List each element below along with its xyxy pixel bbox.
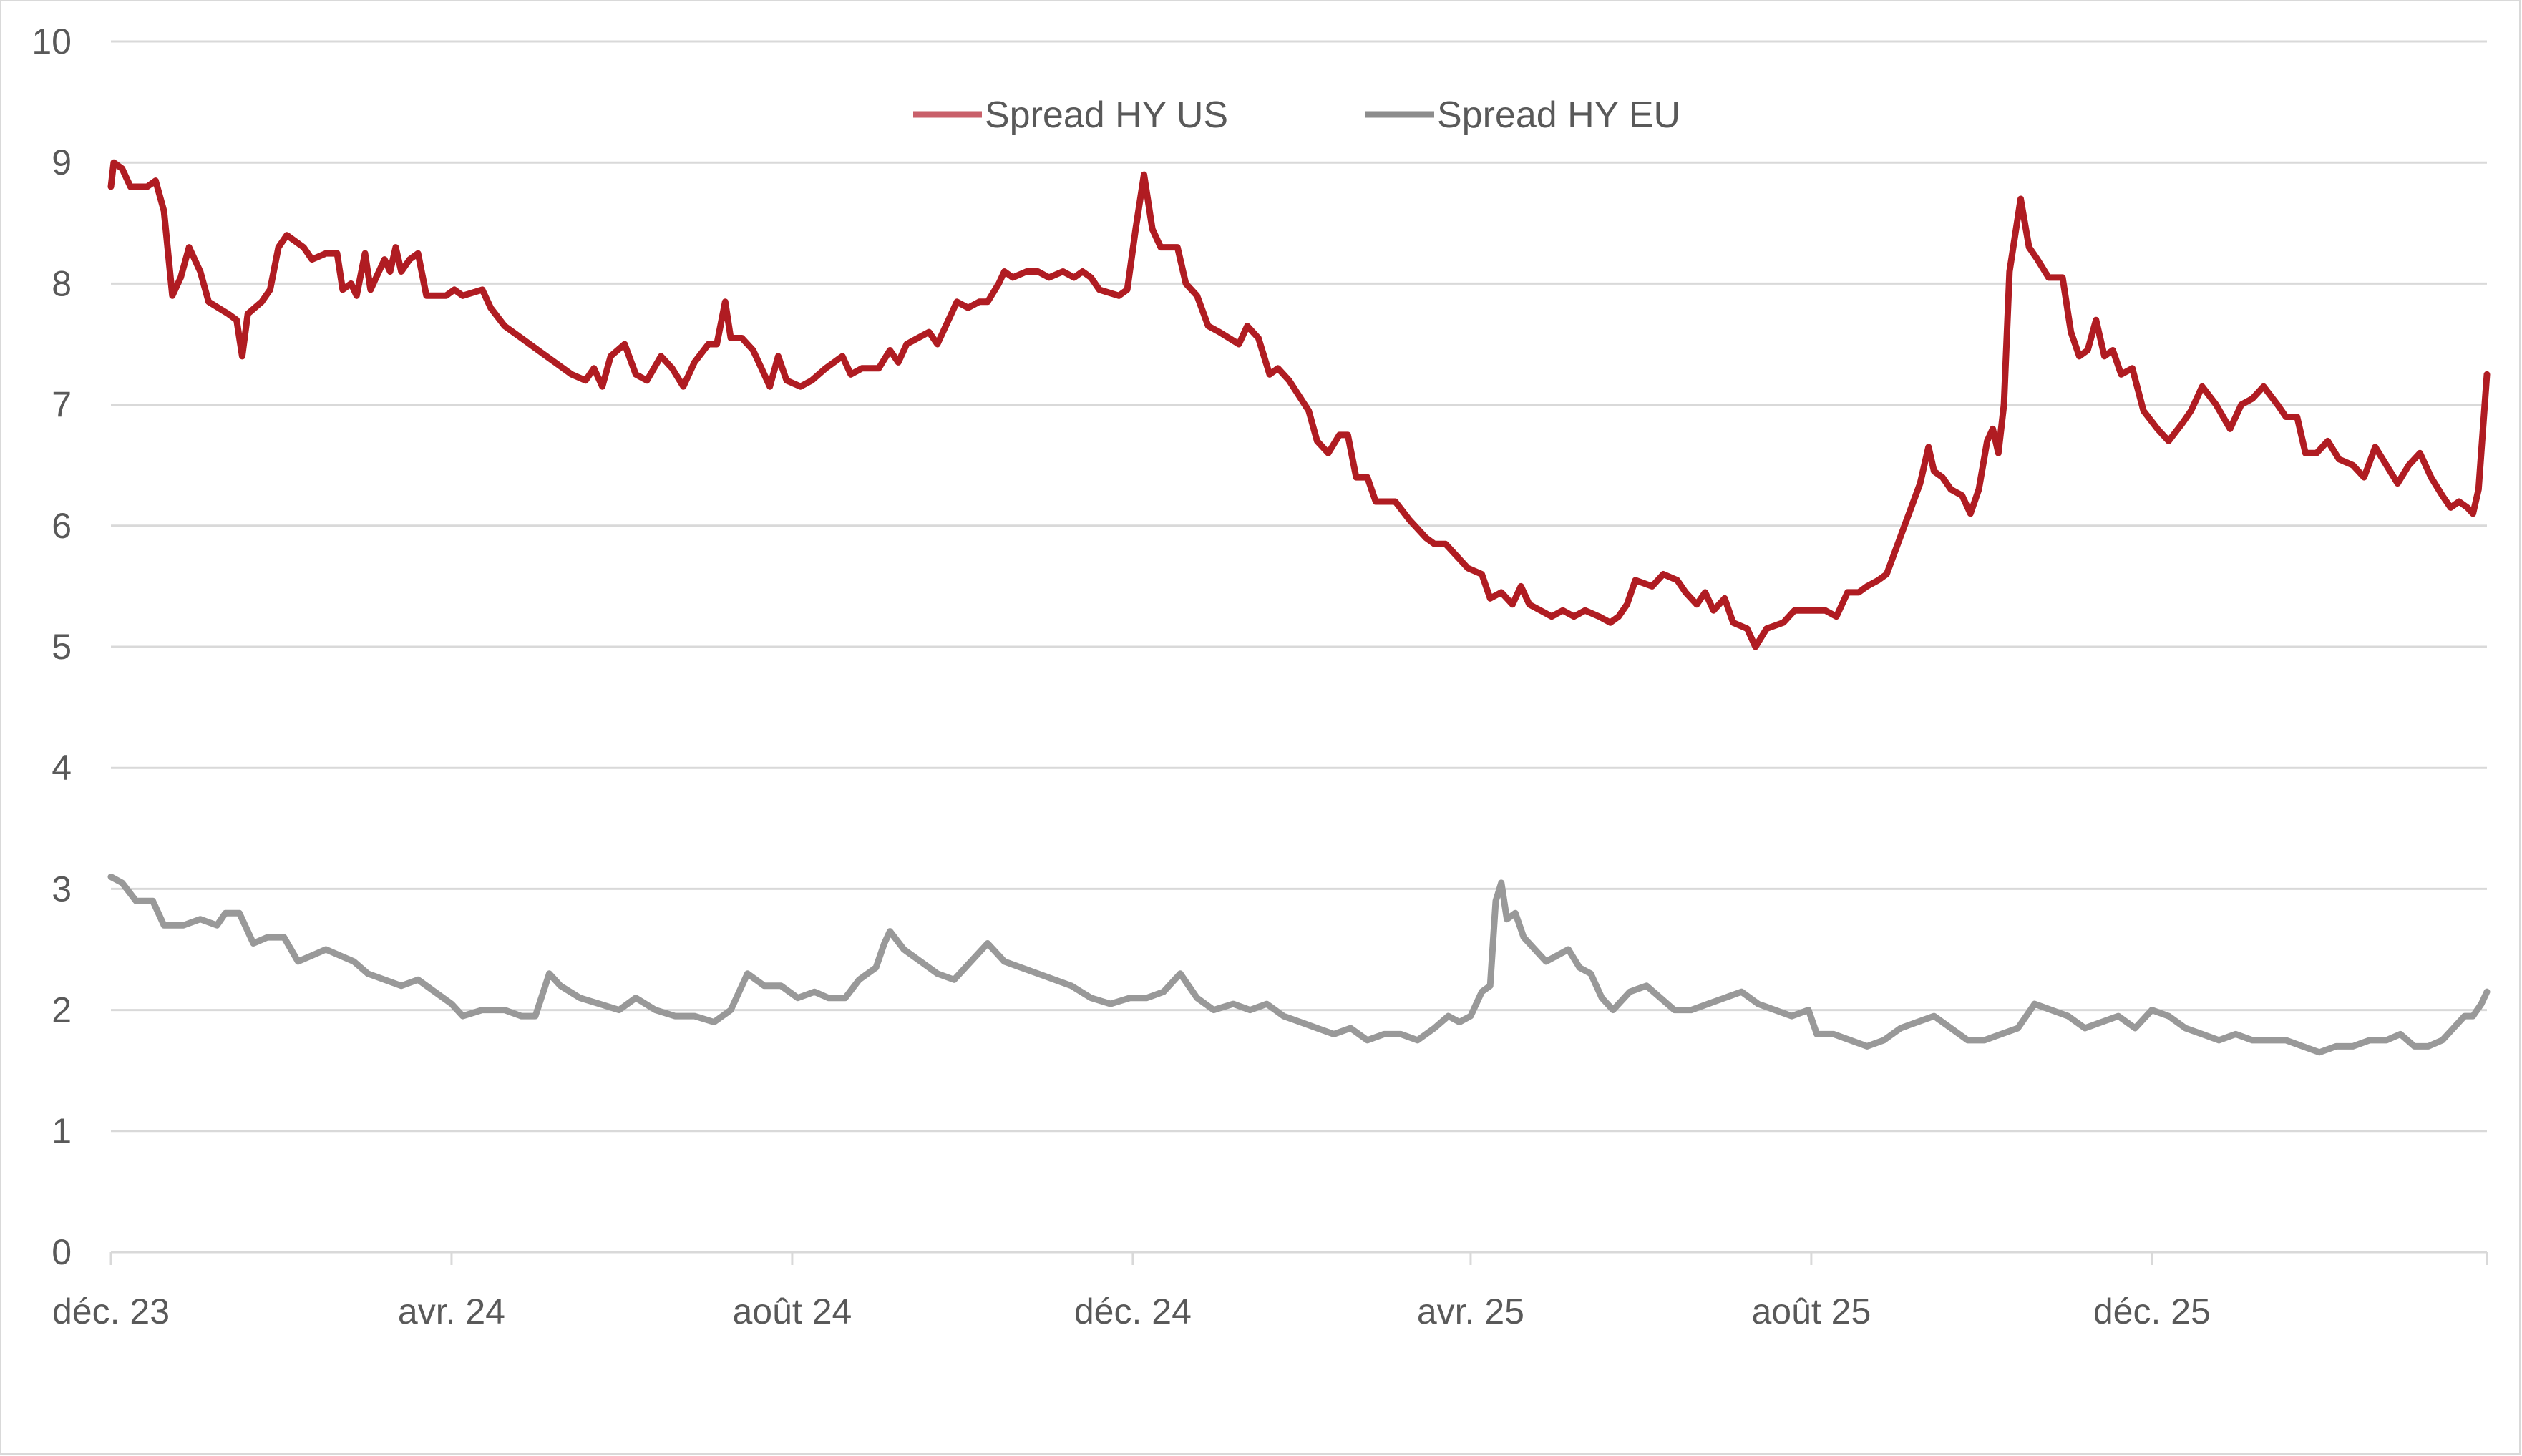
series-lines (107, 159, 2491, 1056)
y-axis-tick-labels: 0 1 2 3 4 5 6 7 8 9 10 (31, 21, 72, 1272)
y-tick-label: 0 (52, 1232, 72, 1272)
y-tick-label: 1 (52, 1111, 72, 1151)
x-tick-label: déc. 24 (1074, 1291, 1192, 1332)
x-tick-label: août 25 (1751, 1291, 1871, 1332)
y-tick-label: 9 (52, 142, 72, 182)
y-tick-label: 4 (52, 748, 72, 788)
x-tick-label: août 24 (733, 1291, 852, 1332)
legend-label-eu: Spread HY EU (1437, 94, 1680, 136)
y-tick-label: 10 (31, 21, 72, 62)
y-tick-label: 6 (52, 506, 72, 546)
x-tick-label: avr. 25 (1417, 1291, 1524, 1332)
y-tick-label: 7 (52, 385, 72, 425)
x-tick-label: avr. 24 (398, 1291, 505, 1332)
legend-label-us: Spread HY US (985, 94, 1228, 136)
y-tick-label: 3 (52, 869, 72, 909)
x-tick-label: déc. 25 (2093, 1291, 2211, 1332)
series-line-us (107, 159, 2491, 650)
legend-entry-eu: Spread HY EU (1365, 94, 1680, 136)
x-axis-tick-labels: déc. 23 avr. 24 août 24 déc. 24 avr. 25 août … (52, 1291, 2211, 1332)
x-axis (109, 1251, 2488, 1265)
legend: Spread HY US Spread HY EU (913, 94, 1680, 136)
y-tick-label: 5 (52, 627, 72, 667)
legend-entry-us: Spread HY US (913, 94, 1228, 136)
gridlines (111, 40, 2487, 1133)
x-tick-label: déc. 23 (52, 1291, 170, 1332)
series-line-eu (107, 874, 2491, 1056)
y-tick-label: 8 (52, 263, 72, 303)
y-tick-label: 2 (52, 990, 72, 1030)
